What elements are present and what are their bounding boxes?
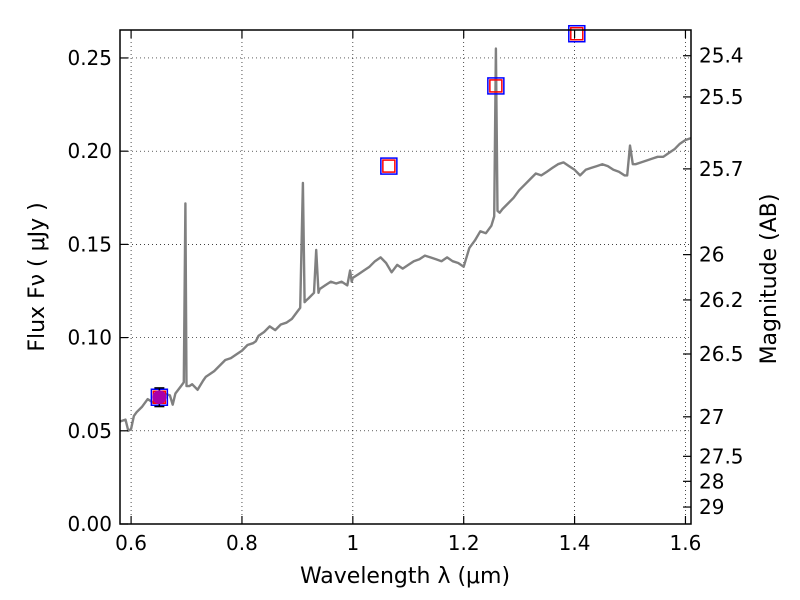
- y2-tick-label: 25.5: [699, 85, 744, 109]
- x-tick-label: 1.6: [670, 531, 702, 555]
- y-tick-label: 0.15: [67, 232, 112, 256]
- y2-tick-label: 26: [699, 243, 724, 267]
- y2-tick-label: 25.7: [699, 157, 744, 181]
- series-layer: [120, 47, 691, 432]
- gridlines: [120, 30, 691, 525]
- spectrum-line: [120, 47, 691, 432]
- x-tick-label: 1.2: [448, 531, 480, 555]
- y2-axis-label: Magnitude (AB): [757, 194, 782, 365]
- y2-tick-label: 27: [699, 405, 724, 429]
- x-tick-label: 0.8: [226, 531, 258, 555]
- x-tick-label: 0.6: [115, 531, 147, 555]
- photometry-blue-marker: [487, 77, 505, 95]
- marker-layer: [150, 24, 586, 408]
- y2-tick-label: 27.5: [699, 444, 744, 468]
- x-axis-label: Wavelength λ (μm): [300, 564, 510, 589]
- photometry-red-marker: [570, 26, 584, 41]
- y2-tick-label: 25.4: [699, 44, 744, 68]
- y-tick-label: 0.10: [67, 326, 112, 350]
- y2-tick-label: 26.2: [699, 288, 744, 312]
- tick-layer: 0.6 0.8 1 1.2 1.4 1.6 0.00 0.05 0.10 0.15 0.20 0.25…: [67, 30, 744, 555]
- y2-tick-label: 26.5: [699, 342, 744, 366]
- photometry-red-marker: [489, 79, 503, 93]
- x-tick-label: 1: [346, 531, 359, 555]
- y-tick-label: 0.05: [67, 419, 112, 443]
- plot-frame: [119, 29, 692, 525]
- y-axis-label: Flux Fν ( μJy ): [25, 202, 50, 351]
- y2-tick-label: 29: [699, 495, 724, 519]
- y2-tick-label: 28: [699, 469, 724, 493]
- y-tick-label: 0.00: [67, 512, 112, 536]
- photometry-blue-marker: [380, 157, 398, 175]
- x-tick-label: 1.4: [559, 531, 591, 555]
- y-tick-label: 0.25: [67, 46, 112, 70]
- photometry-red-marker: [382, 159, 396, 173]
- observed-point-marker: [152, 390, 167, 405]
- photometry-blue-marker: [568, 24, 586, 43]
- y-tick-label: 0.20: [67, 139, 112, 163]
